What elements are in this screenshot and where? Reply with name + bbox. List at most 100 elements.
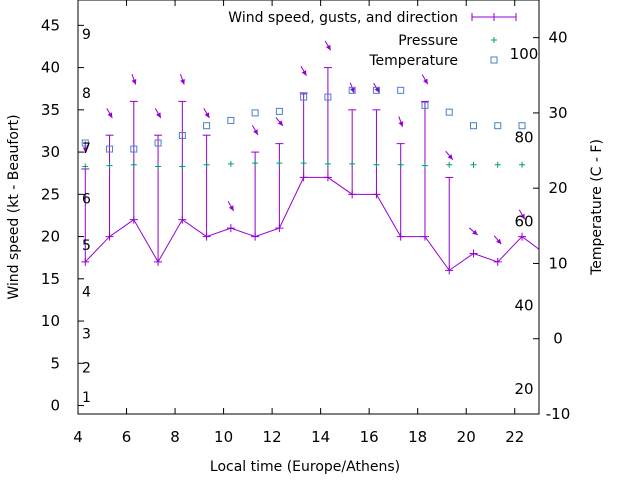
pressure-point	[373, 161, 380, 168]
gust-bars	[81, 67, 454, 271]
pressure-point	[494, 161, 501, 168]
temperature-point	[445, 108, 453, 116]
temperature-point	[178, 131, 186, 139]
direction-arrow-head	[447, 154, 453, 160]
direction-arrow-head	[180, 79, 185, 85]
y2-tick-label: 0	[553, 330, 563, 348]
temperature-point	[227, 116, 235, 124]
y2-tick-label: 20	[548, 179, 567, 197]
pressure-point	[519, 161, 526, 168]
wind-speed-point	[129, 215, 138, 224]
wind-speed-point	[445, 266, 454, 275]
y2-axis-label: Temperature (C - F)	[589, 139, 605, 276]
y-tick-label: 0	[50, 397, 60, 415]
direction-arrow	[324, 40, 332, 51]
y-tick-label: 15	[41, 270, 60, 288]
axes: 4 6 8 10 12 14 16 18 20 22051015202530354045-1001…	[41, 0, 570, 446]
temperature-point	[300, 93, 308, 101]
legend: Wind speed, gusts, and direction Pressure…	[228, 10, 517, 69]
wind-speed-point	[348, 190, 357, 199]
direction-arrow	[179, 74, 185, 85]
direction-arrow	[349, 82, 355, 94]
direction-arrow	[421, 74, 429, 85]
wind-speed-series	[81, 173, 540, 275]
direction-arrow-head	[423, 78, 428, 85]
fahrenheit-label: 80	[514, 129, 533, 147]
fahrenheit-scale-labels: 20 40 60 80 100	[510, 45, 539, 398]
direction-arrow-head	[325, 44, 331, 51]
x-tick-label: 20	[457, 428, 476, 446]
temperature-point	[372, 86, 380, 94]
direction-arrow	[131, 74, 137, 85]
x-tick-label: 4	[73, 428, 83, 446]
wind-speed-point	[323, 173, 332, 182]
temperature-point	[203, 122, 211, 130]
y2-tick-label: 40	[548, 29, 567, 47]
temperature-point	[518, 122, 526, 130]
pressure-point	[470, 161, 477, 168]
legend-swatch-pressure	[491, 37, 497, 43]
temperature-point	[81, 139, 89, 147]
direction-arrow	[445, 150, 454, 160]
y2-tick-label: 10	[548, 254, 567, 272]
temperature-point	[106, 145, 114, 153]
x-axis-label: Local time (Europe/Athens)	[210, 459, 400, 475]
fahrenheit-label: 40	[514, 297, 533, 315]
wind-speed-point	[251, 232, 260, 241]
wind-speed-point	[202, 232, 211, 241]
pressure-point	[300, 160, 307, 167]
direction-arrow	[300, 65, 307, 76]
direction-arrow-head	[131, 79, 137, 85]
temperature-point	[397, 86, 405, 94]
temperature-point	[275, 107, 283, 115]
direction-arrow	[468, 227, 479, 236]
x-tick-label: 22	[505, 428, 524, 446]
wind-speed-point	[396, 232, 405, 241]
pressure-point	[106, 162, 113, 169]
beaufort-label: 4	[82, 284, 91, 300]
beaufort-label: 6	[82, 192, 91, 208]
direction-arrow	[275, 117, 284, 127]
x-tick-label: 12	[263, 428, 282, 446]
direction-arrow	[373, 82, 380, 93]
direction-arrow	[203, 108, 210, 119]
pressure-point	[252, 160, 259, 167]
pressure-point	[276, 160, 283, 167]
y-axis-label: Wind speed (kt - Beaufort)	[6, 114, 22, 299]
x-tick-label: 18	[408, 428, 427, 446]
direction-arrow	[251, 125, 259, 136]
beaufort-label: 3	[82, 327, 91, 343]
wind-speed-point	[299, 173, 308, 182]
temperature-point	[348, 86, 356, 94]
direction-arrow-head	[374, 87, 380, 93]
x-tick-label: 14	[311, 428, 330, 446]
pressure-point	[155, 163, 162, 170]
pressure-point	[324, 160, 331, 167]
y-tick-label: 20	[41, 228, 60, 246]
wind-speed-point	[178, 215, 187, 224]
temperature-point	[421, 101, 429, 109]
pressure-point	[421, 162, 428, 169]
wind-speed-point	[518, 232, 527, 241]
y-tick-label: 45	[41, 16, 60, 34]
y-tick-label: 35	[41, 101, 60, 119]
direction-arrow-head	[301, 70, 307, 76]
beaufort-label: 5	[82, 238, 91, 254]
wind-speed-line	[84, 176, 540, 272]
beaufort-label: 7	[82, 141, 91, 157]
x-tick-label: 10	[214, 428, 233, 446]
fahrenheit-label: 60	[514, 212, 533, 230]
legend-label: Pressure	[398, 33, 458, 49]
direction-arrow	[154, 108, 162, 119]
temperature-point	[251, 109, 259, 117]
pressure-point	[397, 161, 404, 168]
direction-arrow	[398, 116, 404, 127]
fahrenheit-label: 20	[514, 380, 533, 398]
temperature-point	[130, 145, 138, 153]
wind-speed-point	[420, 232, 429, 241]
pressure-point	[227, 160, 234, 167]
y2-tick-label: -10	[546, 405, 571, 423]
direction-arrow	[493, 235, 502, 245]
pressure-point	[130, 161, 137, 168]
y-tick-label: 25	[41, 185, 60, 203]
